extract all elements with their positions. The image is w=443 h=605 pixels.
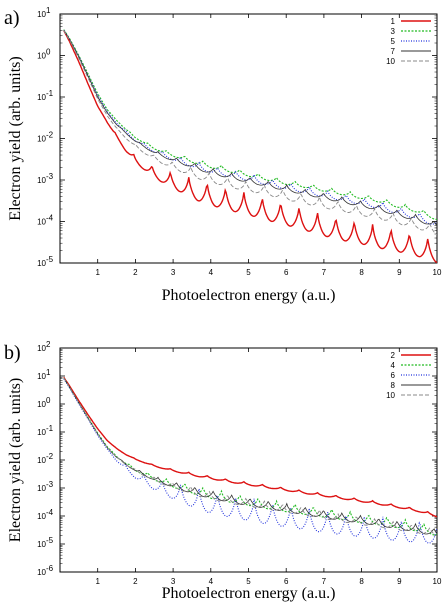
series-line-4 [63,377,437,536]
x-tick-label: 10 [433,577,442,586]
series-line-10 [63,377,437,537]
plot-frame [59,13,438,264]
y-tick-exponent: -6 [46,564,54,573]
x-tick-label: 5 [246,268,251,277]
y-tick-label: 10 [37,484,46,493]
y-tick-label: 10 [37,93,46,102]
y-tick-label: 10 [37,135,46,144]
plot-frame [59,347,438,573]
x-axis-title: Photoelectron energy (a.u.) [162,287,336,304]
x-axis-title: Photoelectron energy (a.u.) [162,585,336,602]
legend-label-1: 1 [391,17,396,26]
x-tick-label: 6 [284,577,289,586]
series-line-1 [63,30,437,263]
y-tick-exponent: -5 [46,536,54,545]
legend-label-4: 4 [391,361,396,370]
y-tick-exponent: -2 [46,452,54,461]
y-tick-label: 10 [37,456,46,465]
legend-label-2: 2 [391,351,396,360]
y-tick-label: 10 [37,428,46,437]
x-tick-label: 1 [95,268,100,277]
y-tick-exponent: -2 [46,131,54,140]
panel-letter: b) [4,342,21,364]
y-tick-label: 10 [37,400,46,409]
x-tick-label: 4 [209,577,214,586]
x-tick-label: 3 [171,268,176,277]
y-tick-exponent: -4 [46,508,54,517]
x-tick-label: 6 [284,268,289,277]
panel-letter: a) [4,7,20,29]
series-line-8 [63,377,437,535]
x-tick-label: 2 [133,577,138,586]
series-line-7 [63,29,437,226]
y-tick-label: 10 [37,344,46,353]
y-tick-exponent: -1 [46,424,54,433]
legend-label-3: 3 [391,27,396,36]
y-tick-label: 10 [37,512,46,521]
legend-label-5: 5 [391,37,396,46]
y-tick-exponent: 1 [46,6,51,15]
legend-label-10: 10 [386,57,395,66]
x-tick-label: 1 [95,577,100,586]
y-tick-exponent: -1 [46,89,54,98]
y-axis-title: Electron yield (arb. units) [7,56,24,220]
series-line-2 [63,376,437,518]
y-tick-exponent: -4 [46,214,54,223]
y-tick-exponent: 0 [46,396,51,405]
legend-label-8: 8 [391,381,396,390]
y-tick-exponent: -3 [46,480,54,489]
y-tick-label: 10 [37,10,46,19]
series-line-3 [63,29,437,221]
x-tick-label: 9 [397,577,402,586]
y-tick-exponent: 2 [46,340,51,349]
series-line-10 [63,30,437,236]
x-tick-label: 8 [359,577,364,586]
x-tick-label: 2 [133,268,138,277]
y-tick-label: 10 [37,218,46,227]
y-tick-label: 10 [37,372,46,381]
legend-label-6: 6 [391,371,396,380]
y-tick-label: 10 [37,540,46,549]
y-tick-exponent: -5 [46,255,54,264]
x-tick-label: 7 [322,577,327,586]
series-line-6 [63,378,437,544]
x-tick-label: 9 [397,268,402,277]
x-tick-label: 10 [433,268,442,277]
legend-label-7: 7 [391,47,396,56]
legend-label-10: 10 [386,391,395,400]
y-axis-title: Electron yield (arb. units) [7,378,24,542]
y-tick-label: 10 [37,176,46,185]
y-tick-exponent: -3 [46,172,54,181]
y-tick-label: 10 [37,259,46,268]
x-tick-label: 4 [209,268,214,277]
x-tick-label: 5 [246,577,251,586]
y-tick-label: 10 [37,568,46,577]
y-tick-exponent: 1 [46,368,51,377]
y-tick-label: 10 [37,52,46,61]
y-tick-exponent: 0 [46,48,51,57]
x-tick-label: 7 [322,268,327,277]
x-tick-label: 8 [359,268,364,277]
x-tick-label: 3 [171,577,176,586]
